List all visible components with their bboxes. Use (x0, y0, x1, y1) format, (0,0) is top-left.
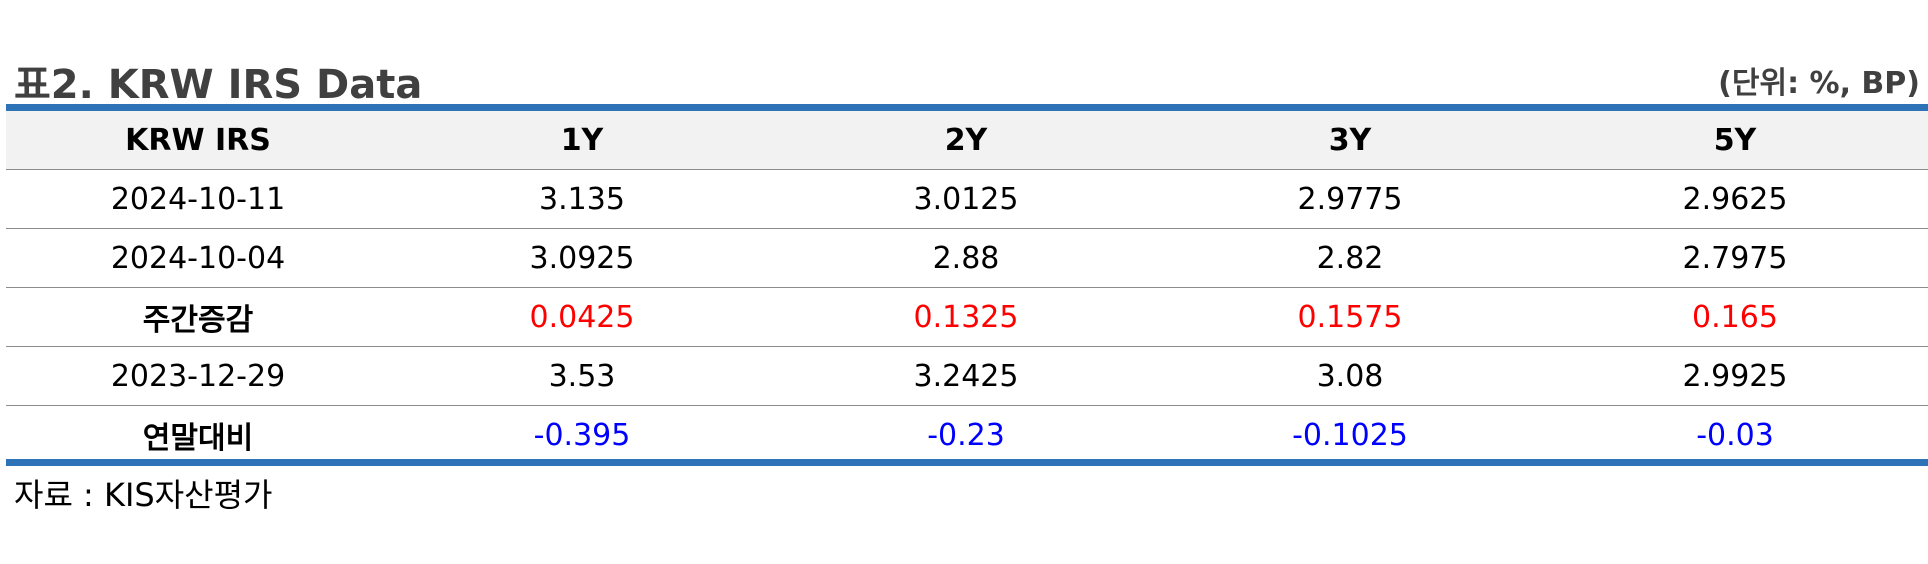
unit-note: (단위: %, BP) (1718, 66, 1920, 101)
header-1y: 1Y (390, 111, 774, 170)
table-row: 2024-10-11 3.135 3.0125 2.9775 2.9625 (6, 169, 1928, 229)
table-row-ytd-change: 연말대비 -0.395 -0.23 -0.1025 -0.03 (6, 406, 1928, 465)
table-row: 2024-10-04 3.0925 2.88 2.82 2.7975 (6, 228, 1928, 288)
irs-data-table: KRW IRS 1Y 2Y 3Y 5Y 2024-10-11 3.135 3.0… (6, 111, 1928, 464)
cell-1y: 3.53 (390, 346, 774, 406)
row-label: 2023-12-29 (6, 346, 390, 406)
title-row: 표2. KRW IRS Data (단위: %, BP) (6, 48, 1928, 108)
bottom-rule (6, 459, 1928, 466)
cell-5y: -0.03 (1696, 417, 1774, 453)
cell-2y: 3.0125 (774, 169, 1158, 229)
cell-1y: 3.135 (390, 169, 774, 229)
cell-5y: 0.165 (1542, 287, 1928, 347)
cell-5y: 2.7975 (1542, 228, 1928, 288)
cell-3y: 2.9775 (1158, 169, 1542, 229)
cell-1y: 0.0425 (390, 287, 774, 347)
cell-3y: 0.1575 (1158, 287, 1542, 347)
cell-1y: -0.395 (533, 417, 631, 453)
table-title: 표2. KRW IRS Data (14, 62, 423, 108)
cell-2y: 0.1325 (774, 287, 1158, 347)
cell-1y: 3.0925 (390, 228, 774, 288)
cell-2y: 3.2425 (774, 346, 1158, 406)
cell-3y: 2.82 (1158, 228, 1542, 288)
cell-5y: 2.9925 (1542, 346, 1928, 406)
row-label: 연말대비 (142, 421, 254, 456)
top-rule (6, 104, 1928, 111)
header-3y: 3Y (1158, 111, 1542, 170)
cell-3y: 3.08 (1158, 346, 1542, 406)
table-row-weekly-change: 주간증감 0.0425 0.1325 0.1575 0.165 (6, 287, 1928, 347)
row-label: 2024-10-04 (6, 228, 390, 288)
row-label: 2024-10-11 (6, 169, 390, 229)
header-5y: 5Y (1542, 111, 1928, 170)
cell-2y: -0.23 (927, 417, 1005, 453)
source-note: 자료 : KIS자산평가 (14, 476, 273, 514)
header-row: KRW IRS 1Y 2Y 3Y 5Y (6, 111, 1928, 170)
header-krw-irs: KRW IRS (6, 111, 390, 170)
table-row: 2023-12-29 3.53 3.2425 3.08 2.9925 (6, 346, 1928, 406)
row-label: 주간증감 (6, 287, 390, 347)
cell-2y: 2.88 (774, 228, 1158, 288)
cell-3y: -0.1025 (1292, 417, 1408, 453)
header-2y: 2Y (774, 111, 1158, 170)
cell-5y: 2.9625 (1542, 169, 1928, 229)
